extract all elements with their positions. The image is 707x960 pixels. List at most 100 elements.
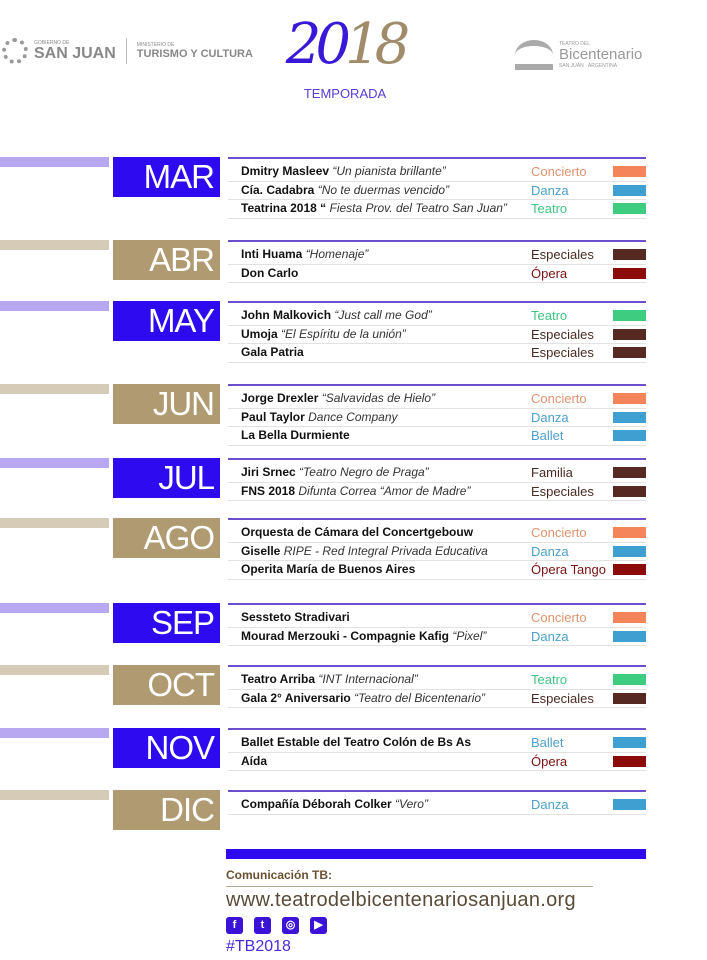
event-title: Jorge Drexler “Salvavidas de Hielo” <box>241 390 435 407</box>
event-list: John Malkovich “Just call me God” Teatro U… <box>228 301 646 363</box>
event-row[interactable]: Teatro Arriba “INT Internacional” Teatro <box>228 671 646 690</box>
logo-small-text: GOBIERNO DE <box>34 40 70 46</box>
event-detail: “INT Internacional” <box>318 672 418 686</box>
event-row[interactable]: Operita María de Buenos Aires Ópera Tang… <box>228 561 646 580</box>
event-category: Concierto <box>531 164 587 179</box>
facebook-icon[interactable]: f <box>226 917 243 934</box>
event-title: Gala 2° Aniversario “Teatro del Bicenten… <box>241 690 485 707</box>
event-row[interactable]: Jiri Srnec “Teatro Negro de Praga” Famili… <box>228 464 646 483</box>
event-name: La Bella Durmiente <box>241 428 350 442</box>
event-row[interactable]: John Malkovich “Just call me God” Teatro <box>228 307 646 326</box>
website-link[interactable]: www.teatrodelbicentenariosanjuan.org <box>226 889 576 911</box>
event-list: Ballet Estable del Teatro Colón de Bs As… <box>228 728 646 771</box>
event-detail: “Just call me God” <box>334 308 432 322</box>
temporada-label: TEMPORADA <box>303 86 387 101</box>
month-label: MAR <box>113 157 220 197</box>
event-category: Ballet <box>531 428 564 443</box>
tb-sub-text: SAN JUAN · ARGENTINA <box>559 63 618 69</box>
event-category: Especiales <box>531 483 594 499</box>
event-row[interactable]: Inti Huama “Homenaje” Especiales <box>228 246 646 265</box>
event-row[interactable]: Compañía Déborah Colker “Vero” Danza <box>228 796 646 815</box>
month-label: JUL <box>113 458 220 498</box>
event-name: Mourad Merzouki - Compagnie Kafig <box>241 628 450 643</box>
event-row[interactable]: Teatrina 2018 “ Fiesta Prov. del Teatro … <box>228 200 646 219</box>
event-row[interactable]: La Bella Durmiente Ballet <box>228 427 646 446</box>
category-color-swatch <box>613 527 646 538</box>
month-label: NOV <box>113 728 220 768</box>
event-category: Ballet <box>531 735 564 750</box>
event-category: Familia <box>531 465 573 480</box>
event-name: Gala Patria <box>241 345 304 359</box>
event-category: Ópera <box>531 265 568 281</box>
month-accent-bar <box>0 518 109 528</box>
month-label: MAY <box>113 301 220 341</box>
category-color-swatch <box>613 310 646 321</box>
event-detail: Difunta Correa “Amor de Madre” <box>298 483 471 498</box>
event-row[interactable]: Orquesta de Cámara del Concertgebouw Con… <box>228 524 646 543</box>
event-row[interactable]: Mourad Merzouki - Compagnie Kafig “Pixel… <box>228 628 646 646</box>
event-list: Sessteto Stradivari Concierto Mourad Merz… <box>228 603 646 646</box>
event-category: Danza <box>531 182 569 198</box>
event-title: Teatro Arriba “INT Internacional” <box>241 671 418 688</box>
event-row[interactable]: Umoja “El Espíritu de la unión” Especiale… <box>228 326 646 344</box>
event-row[interactable]: Gala Patria Especiales <box>228 344 646 363</box>
month-accent-bar <box>0 790 109 800</box>
event-row[interactable]: Gala 2° Aniversario “Teatro del Bicenten… <box>228 690 646 708</box>
twitter-icon[interactable]: t <box>254 917 271 934</box>
event-row[interactable]: FNS 2018 Difunta Correa “Amor de Madre” E… <box>228 483 646 501</box>
category-color-swatch <box>613 612 646 623</box>
event-row[interactable]: Ballet Estable del Teatro Colón de Bs As… <box>228 734 646 753</box>
event-name: Compañía Déborah Colker <box>241 797 392 811</box>
category-color-swatch <box>613 166 646 177</box>
event-name: Giselle <box>241 543 281 558</box>
event-category: Especiales <box>531 345 594 360</box>
instagram-icon[interactable]: ◎ <box>282 917 299 934</box>
theatre-mark-icon <box>515 40 553 70</box>
event-title: Cía. Cadabra “No te duermas vencido” <box>241 182 449 199</box>
tb-big-text: Bicentenario <box>559 46 643 63</box>
hashtag: #TB2018 <box>226 938 291 955</box>
event-name: Ballet Estable del Teatro Colón de Bs As <box>241 735 472 749</box>
event-title: Ballet Estable del Teatro Colón de Bs As <box>241 734 471 751</box>
event-title: John Malkovich “Just call me God” <box>241 307 432 324</box>
event-row[interactable]: Don Carlo Ópera <box>228 265 646 283</box>
event-row[interactable]: Cía. Cadabra “No te duermas vencido” Danz… <box>228 182 646 200</box>
event-row[interactable]: Sessteto Stradivari Concierto <box>228 609 646 628</box>
temporada-2018-logo: 2018 TEMPORADA <box>285 0 411 101</box>
event-row[interactable]: Jorge Drexler “Salvavidas de Hielo” Conci… <box>228 390 646 409</box>
event-name: Teatrina 2018 “ <box>241 201 327 215</box>
month-accent-bar <box>0 384 109 394</box>
event-title: Aída <box>241 753 267 770</box>
event-title: FNS 2018 Difunta Correa “Amor de Madre” <box>241 483 470 500</box>
event-name: Aída <box>241 753 268 768</box>
category-color-swatch <box>613 467 646 478</box>
event-detail: Dance Company <box>308 409 398 424</box>
event-name: Operita María de Buenos Aires <box>241 562 416 576</box>
event-title: Paul Taylor Dance Company <box>241 409 398 426</box>
event-row[interactable]: Paul Taylor Dance Company Danza <box>228 409 646 427</box>
youtube-icon[interactable]: ▶ <box>310 917 327 934</box>
category-color-swatch <box>613 564 646 575</box>
category-color-swatch <box>613 692 646 704</box>
contact-label: Comunicación TB: <box>226 868 333 882</box>
category-color-swatch <box>613 674 646 685</box>
event-name: Dmitry Masleev <box>241 164 330 178</box>
event-detail: “Teatro Negro de Praga” <box>299 465 429 479</box>
event-row[interactable]: Dmitry Masleev “Un pianista brillante” Co… <box>228 163 646 182</box>
event-detail: “Vero” <box>395 797 428 811</box>
logo-divider <box>125 38 127 64</box>
event-row[interactable]: Giselle RIPE - Red Integral Privada Educ… <box>228 543 646 561</box>
category-color-swatch <box>613 485 646 497</box>
event-detail: Fiesta Prov. del Teatro San Juan” <box>329 201 507 215</box>
event-title: Gala Patria <box>241 344 304 361</box>
category-color-swatch <box>613 737 646 748</box>
month-label: JUN <box>113 384 220 424</box>
category-color-swatch <box>613 799 646 810</box>
event-list: Teatro Arriba “INT Internacional” Teatro G… <box>228 665 646 708</box>
contact-divider <box>226 886 593 887</box>
event-title: Jiri Srnec “Teatro Negro de Praga” <box>241 464 429 481</box>
event-name: Teatro Arriba <box>241 672 316 686</box>
event-list: Inti Huama “Homenaje” Especiales Don Carlo… <box>228 240 646 283</box>
teatro-bicentenario-logo: TEATRO DEL Bicentenario SAN JUAN · ARGEN… <box>515 40 642 70</box>
event-row[interactable]: Aída Ópera <box>228 753 646 771</box>
